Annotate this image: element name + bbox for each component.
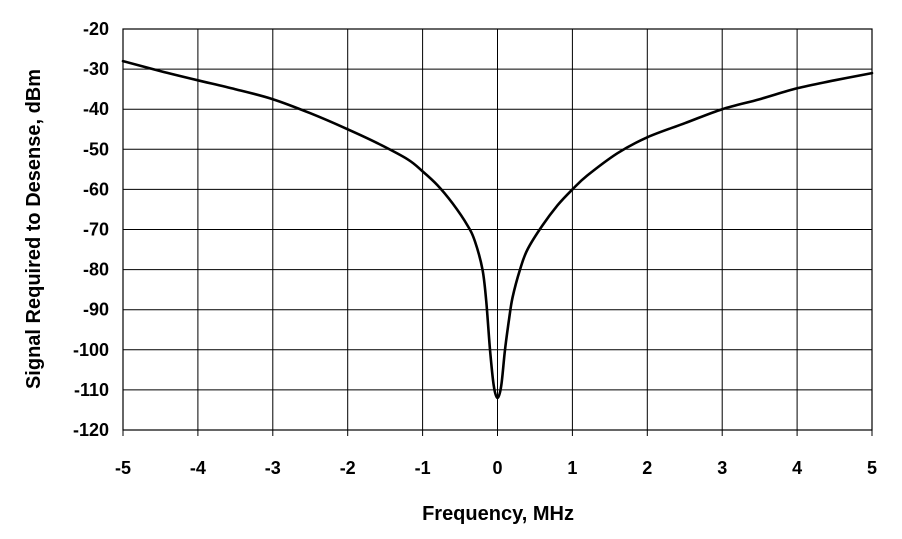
x-tick-label: -4 (190, 458, 206, 478)
y-tick-label: -70 (83, 220, 109, 240)
x-tick-label: 4 (792, 458, 802, 478)
series-layer (121, 59, 874, 400)
x-tick-label: 1 (567, 458, 577, 478)
x-axis-title: Frequency, MHz (422, 503, 574, 525)
x-tick-label: 0 (492, 458, 502, 478)
x-tick-label: -3 (265, 458, 281, 478)
y-tick-label: -100 (73, 340, 109, 360)
y-tick-label: -80 (83, 260, 109, 280)
x-tick-label: 3 (717, 458, 727, 478)
series-line (121, 59, 874, 400)
y-tick-label: -110 (74, 380, 109, 400)
y-tick-label: -40 (83, 99, 109, 119)
x-tick-labels: -5 -4 -3 -2 -1 0 1 2 3 4 5 (115, 458, 877, 478)
y-axis-title: Signal Required to Desense, dBm (23, 69, 45, 389)
y-tick-label: -50 (83, 139, 109, 159)
x-tick-label: -5 (115, 458, 131, 478)
y-tick-label: -20 (83, 19, 109, 39)
x-tick-label: -2 (340, 458, 356, 478)
y-tick-labels: -20 -30 -40 -50 -60 -70 -80 -90 -100 -110 -120 (73, 19, 109, 440)
y-tick-label: -30 (83, 59, 109, 79)
y-tick-label: -60 (83, 179, 109, 199)
plot-area-border (122, 28, 873, 431)
y-tick-label: -120 (73, 420, 109, 440)
x-tick-label: -1 (415, 458, 431, 478)
grid (122, 28, 873, 436)
x-tick-label: 2 (642, 458, 652, 478)
y-tick-label: -90 (83, 300, 109, 320)
x-tick-label: 5 (867, 458, 877, 478)
